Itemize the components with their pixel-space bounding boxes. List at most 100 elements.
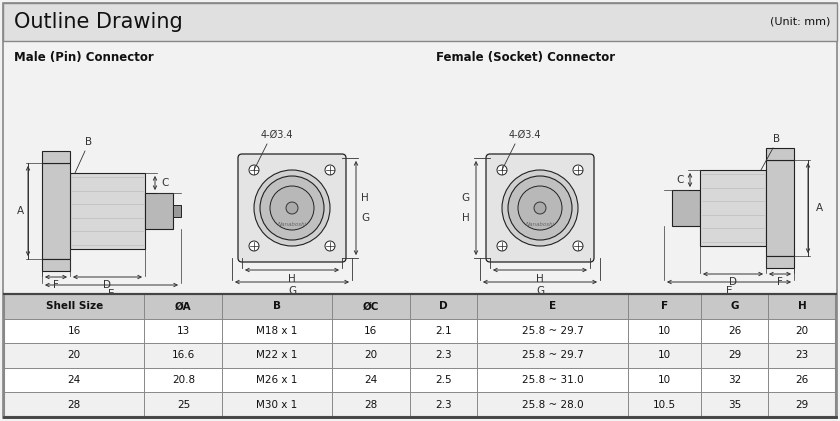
- Text: 29: 29: [795, 400, 809, 410]
- Text: D: D: [729, 277, 737, 287]
- Text: 25: 25: [176, 400, 190, 410]
- Circle shape: [534, 202, 546, 214]
- Text: 25.8 ~ 29.7: 25.8 ~ 29.7: [522, 326, 584, 336]
- Circle shape: [270, 186, 314, 230]
- Bar: [766, 256, 794, 268]
- Bar: [4, 294, 836, 417]
- Text: 23: 23: [795, 351, 809, 360]
- Circle shape: [497, 165, 507, 175]
- Circle shape: [497, 241, 507, 251]
- FancyBboxPatch shape: [238, 154, 346, 262]
- Bar: [4, 319, 836, 343]
- Text: 2.1: 2.1: [435, 326, 452, 336]
- Bar: [3, 3, 837, 41]
- Text: 4-Ø3.4: 4-Ø3.4: [260, 130, 293, 140]
- Text: 24: 24: [364, 375, 377, 385]
- Text: ØA: ØA: [175, 301, 192, 311]
- Text: 26: 26: [795, 375, 809, 385]
- Circle shape: [286, 202, 298, 214]
- Text: B: B: [86, 137, 92, 147]
- Text: F: F: [53, 280, 59, 290]
- Text: Shell Size: Shell Size: [45, 301, 102, 311]
- Text: Female (Socket) Connector: Female (Socket) Connector: [436, 51, 615, 64]
- Text: 16: 16: [364, 326, 377, 336]
- Text: 25.8 ~ 31.0: 25.8 ~ 31.0: [522, 375, 584, 385]
- Text: D: D: [103, 280, 112, 290]
- Circle shape: [508, 176, 572, 240]
- Text: 20: 20: [795, 326, 809, 336]
- Text: M26 x 1: M26 x 1: [256, 375, 297, 385]
- Text: C: C: [161, 178, 168, 188]
- Bar: [766, 148, 794, 160]
- Text: 4-Ø3.4: 4-Ø3.4: [509, 130, 541, 140]
- Circle shape: [573, 241, 583, 251]
- Text: 28: 28: [67, 400, 81, 410]
- Circle shape: [502, 170, 578, 246]
- Bar: [4, 294, 836, 417]
- Text: (Unit: mm): (Unit: mm): [769, 17, 830, 27]
- Text: Nanaboshi: Nanaboshi: [526, 222, 554, 227]
- Bar: [42, 259, 70, 271]
- Circle shape: [254, 170, 330, 246]
- Text: 20: 20: [68, 351, 81, 360]
- Text: 24: 24: [67, 375, 81, 385]
- Bar: [70, 173, 145, 249]
- Text: 2.5: 2.5: [435, 375, 452, 385]
- Circle shape: [325, 241, 335, 251]
- Text: 25.8 ~ 28.0: 25.8 ~ 28.0: [522, 400, 584, 410]
- Text: E: E: [108, 289, 115, 299]
- Text: H: H: [462, 213, 470, 223]
- Text: D: D: [439, 301, 448, 311]
- Text: 10.5: 10.5: [653, 400, 676, 410]
- Text: G: G: [288, 286, 296, 296]
- Text: 10: 10: [658, 375, 671, 385]
- Bar: [42, 151, 70, 163]
- Circle shape: [325, 165, 335, 175]
- FancyBboxPatch shape: [486, 154, 594, 262]
- Text: B: B: [774, 134, 780, 144]
- Circle shape: [518, 186, 562, 230]
- Circle shape: [249, 241, 259, 251]
- Text: 25.8 ~ 29.7: 25.8 ~ 29.7: [522, 351, 584, 360]
- Circle shape: [260, 176, 324, 240]
- Text: 13: 13: [176, 326, 190, 336]
- Text: 2.3: 2.3: [435, 351, 452, 360]
- Text: A: A: [17, 206, 24, 216]
- Text: 32: 32: [728, 375, 741, 385]
- Bar: [672, 190, 700, 226]
- Text: M30 x 1: M30 x 1: [256, 400, 297, 410]
- Text: H: H: [798, 301, 806, 311]
- Text: 20: 20: [364, 351, 377, 360]
- Text: H: H: [361, 193, 369, 203]
- Text: Nanaboshi: Nanaboshi: [277, 222, 307, 227]
- Text: A: A: [816, 203, 823, 213]
- Text: 29: 29: [728, 351, 741, 360]
- Text: Male (Pin) Connector: Male (Pin) Connector: [14, 51, 154, 64]
- Text: G: G: [462, 193, 470, 203]
- Text: B: B: [273, 301, 281, 311]
- Text: 20.8: 20.8: [172, 375, 195, 385]
- Text: H: H: [288, 274, 296, 284]
- Text: 16.6: 16.6: [171, 351, 195, 360]
- Circle shape: [249, 165, 259, 175]
- Text: M18 x 1: M18 x 1: [256, 326, 297, 336]
- Bar: [42, 163, 70, 259]
- Text: G: G: [730, 301, 739, 311]
- Bar: [4, 343, 836, 368]
- Text: 16: 16: [67, 326, 81, 336]
- Text: G: G: [536, 286, 544, 296]
- Bar: [4, 368, 836, 392]
- Text: Outline Drawing: Outline Drawing: [14, 12, 183, 32]
- Text: 10: 10: [658, 326, 671, 336]
- Bar: [4, 294, 836, 319]
- Text: F: F: [661, 301, 668, 311]
- Text: H: H: [536, 274, 543, 284]
- Bar: [173, 205, 181, 217]
- Circle shape: [573, 165, 583, 175]
- Text: 26: 26: [728, 326, 741, 336]
- Text: M22 x 1: M22 x 1: [256, 351, 297, 360]
- Text: ØC: ØC: [362, 301, 379, 311]
- Text: 10: 10: [658, 351, 671, 360]
- Bar: [4, 392, 836, 417]
- Text: F: F: [777, 277, 783, 287]
